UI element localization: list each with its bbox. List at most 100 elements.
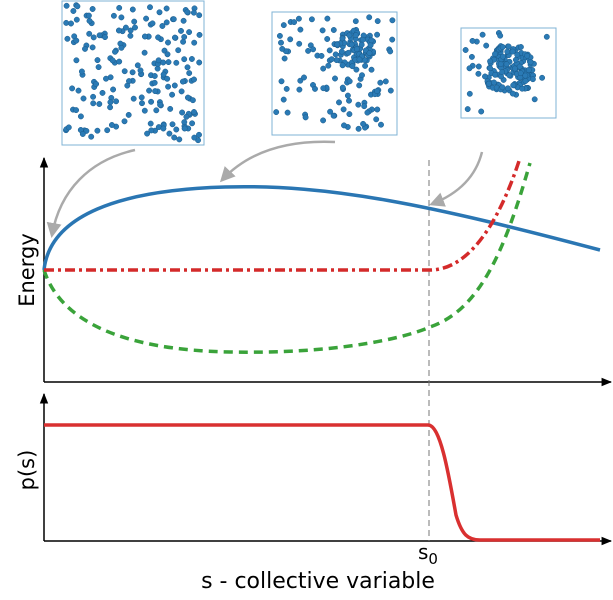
- particle: [355, 101, 362, 108]
- particle: [478, 108, 485, 115]
- particle: [179, 109, 186, 116]
- particle: [180, 17, 187, 24]
- particle: [505, 43, 512, 50]
- particle: [327, 108, 334, 115]
- particle: [280, 96, 287, 103]
- particle: [73, 37, 80, 44]
- particle: [276, 32, 283, 39]
- particle: [499, 44, 506, 50]
- particle: [86, 17, 93, 24]
- particle: [353, 66, 360, 73]
- particle: [90, 34, 97, 41]
- particle: [94, 57, 101, 64]
- particle: [116, 58, 123, 65]
- particle: [353, 46, 360, 53]
- particle: [147, 4, 153, 11]
- particle: [157, 101, 164, 108]
- particle: [196, 131, 202, 138]
- particle: [178, 27, 184, 34]
- particle: [504, 85, 511, 92]
- particle: [499, 69, 506, 76]
- particle: [297, 77, 304, 84]
- particle: [65, 124, 72, 131]
- particle: [191, 134, 198, 141]
- particle: [137, 67, 144, 74]
- particle: [68, 20, 74, 27]
- particle: [326, 47, 333, 54]
- particle: [366, 14, 373, 21]
- particle: [181, 125, 188, 132]
- particle: [181, 34, 188, 40]
- particle: [360, 120, 367, 127]
- particle: [179, 78, 186, 85]
- y-label: p(s): [15, 450, 39, 491]
- particle: [138, 94, 145, 101]
- particle: [134, 62, 141, 69]
- particle: [328, 56, 335, 63]
- particle: [469, 37, 476, 44]
- particle: [464, 106, 471, 113]
- particle: [73, 107, 80, 114]
- particle: [153, 107, 160, 114]
- particle: [169, 91, 176, 98]
- particle: [196, 31, 203, 38]
- particle: [504, 48, 511, 55]
- particle: [346, 111, 353, 118]
- particle: [148, 98, 155, 105]
- particle: [389, 17, 396, 24]
- particle: [70, 8, 77, 14]
- particle: [352, 32, 359, 39]
- particle: [339, 84, 346, 91]
- particle: [147, 120, 154, 127]
- particle: [387, 48, 394, 55]
- particle: [94, 127, 101, 134]
- particle: [171, 134, 178, 141]
- particle: [151, 73, 158, 79]
- particle: [295, 15, 302, 22]
- particle: [312, 85, 318, 92]
- particle: [90, 93, 97, 100]
- particle: [118, 14, 125, 21]
- particle: [524, 52, 531, 59]
- particle: [466, 65, 473, 72]
- particle-snapshots: [61, 0, 557, 146]
- particle: [183, 113, 190, 120]
- particle: [102, 34, 108, 41]
- particle: [74, 3, 81, 10]
- particle: [165, 59, 172, 66]
- particle: [127, 27, 134, 34]
- particle: [181, 56, 188, 63]
- particle: [310, 46, 317, 53]
- particle: [378, 121, 384, 128]
- particle: [332, 75, 338, 82]
- particle: [171, 34, 178, 41]
- particle: [171, 82, 178, 89]
- particle: [184, 94, 191, 101]
- particle: [96, 101, 103, 107]
- particle: [346, 78, 353, 85]
- particle: [497, 32, 504, 39]
- particle: [189, 97, 196, 104]
- particle: [108, 122, 115, 128]
- particle: [479, 31, 486, 38]
- particle: [63, 19, 70, 26]
- particle: [164, 75, 171, 82]
- particle: [492, 51, 498, 57]
- particle: [320, 65, 327, 72]
- particle: [278, 39, 284, 46]
- particle: [189, 120, 196, 127]
- particle: [284, 109, 291, 116]
- particle: [139, 100, 145, 107]
- particle: [462, 47, 469, 53]
- particle: [95, 64, 102, 71]
- particle: [107, 99, 114, 106]
- particle: [280, 22, 287, 29]
- particle: [283, 85, 290, 92]
- particle: [516, 63, 523, 70]
- particle: [368, 66, 375, 73]
- particle: [180, 38, 187, 45]
- particle: [160, 125, 167, 132]
- bias-curve: [42, 162, 532, 354]
- particle: [96, 32, 103, 39]
- particle: [167, 105, 174, 112]
